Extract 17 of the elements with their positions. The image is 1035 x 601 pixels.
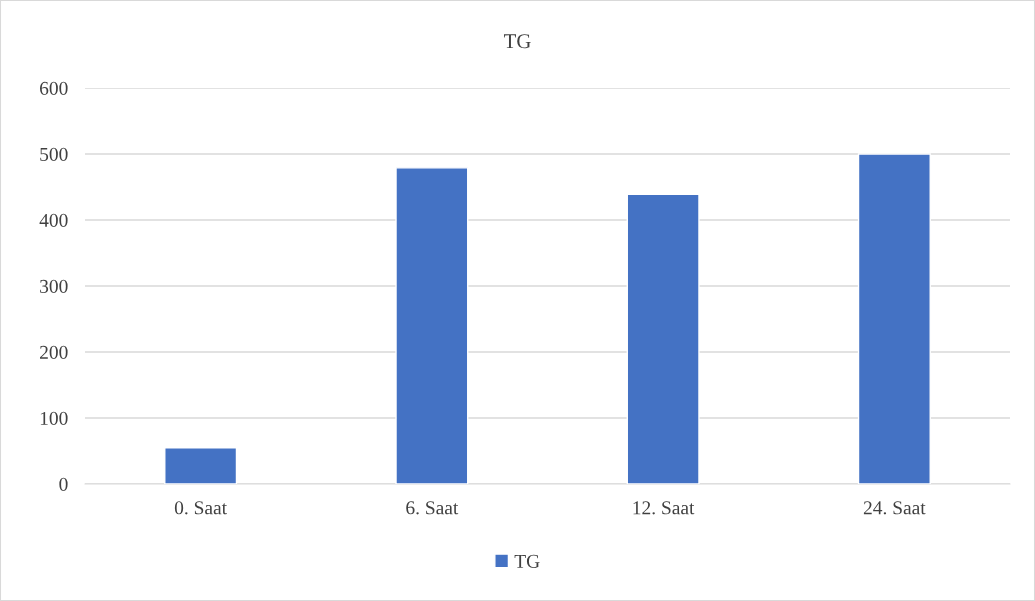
y-tick-label: 400 <box>39 213 68 227</box>
bar <box>395 167 469 484</box>
y-tick-label: 600 <box>40 81 68 95</box>
y-tick-label: 0 <box>59 477 68 491</box>
y-tick-label: 100 <box>40 411 68 425</box>
x-tick-label: 0. Saat <box>174 501 227 515</box>
x-tick-label: 12. Saat <box>633 501 695 515</box>
bar <box>164 447 238 484</box>
x-tick-label: 24. Saat <box>863 501 926 515</box>
y-tick-label: 300 <box>40 279 68 293</box>
y-tick-label: 500 <box>40 147 68 161</box>
chart-title: TG <box>503 34 531 49</box>
bar <box>857 153 931 484</box>
bar <box>626 193 700 484</box>
legend-label: TG <box>514 554 540 568</box>
x-tick-label: 6. Saat <box>406 501 459 515</box>
y-tick-label: 200 <box>40 345 68 359</box>
